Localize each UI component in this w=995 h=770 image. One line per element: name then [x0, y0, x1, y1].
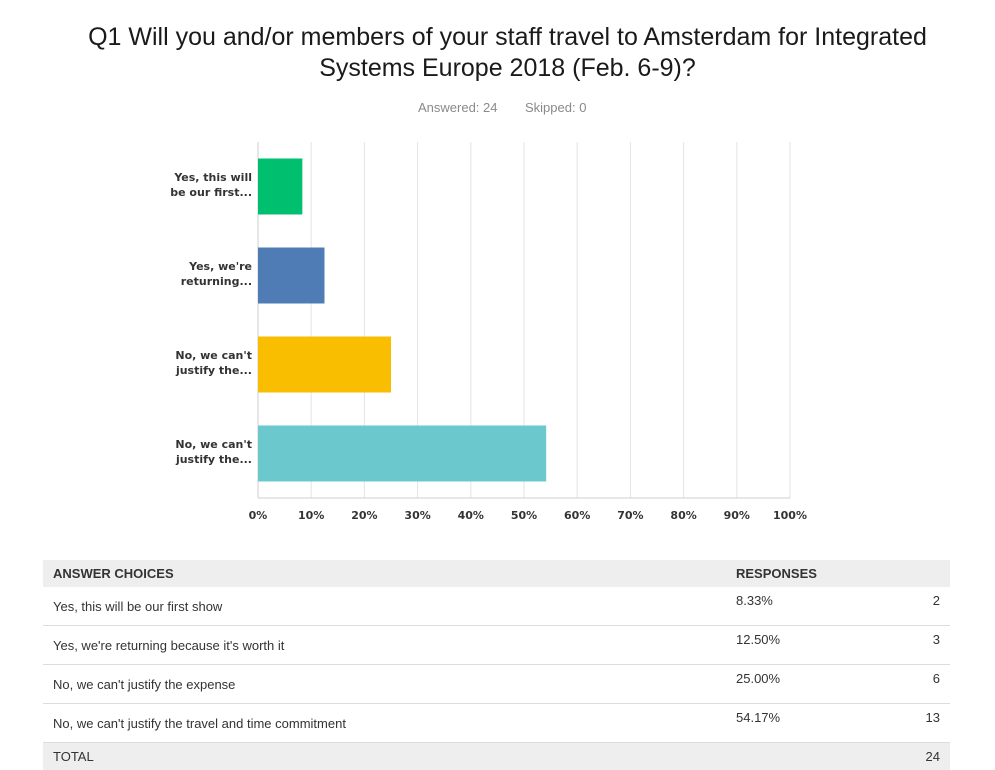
x-tick-label: 50% — [511, 509, 537, 522]
x-tick-label: 100% — [773, 509, 807, 522]
x-tick-label: 0% — [249, 509, 268, 522]
table-row: Yes, this will be our first show 8.33% 2 — [43, 587, 950, 626]
table-row: No, we can't justify the travel and time… — [43, 704, 950, 743]
category-label: No, we can't — [175, 438, 252, 451]
total-spacer — [726, 743, 872, 770]
category-label: Yes, we're — [188, 260, 252, 273]
bar — [258, 159, 302, 215]
x-tick-label: 30% — [404, 509, 430, 522]
answer-choice-cell: No, we can't justify the expense — [43, 665, 726, 704]
x-tick-label: 40% — [458, 509, 484, 522]
total-count: 24 — [872, 743, 950, 770]
bar — [258, 426, 546, 482]
x-tick-label: 60% — [564, 509, 590, 522]
question-title: Q1 Will you and/or members of your staff… — [60, 22, 955, 84]
table-row: Yes, we're returning because it's worth … — [43, 626, 950, 665]
category-label: be our first... — [170, 186, 252, 199]
responses-header: RESPONSES — [726, 560, 950, 587]
x-tick-label: 90% — [724, 509, 750, 522]
response-count-cell: 3 — [872, 626, 950, 665]
bar — [258, 337, 391, 393]
response-percent-cell: 12.50% — [726, 626, 872, 665]
response-percent-cell: 54.17% — [726, 704, 872, 743]
category-label: No, we can't — [175, 349, 252, 362]
category-label: justify the... — [175, 453, 252, 466]
response-count-cell: 2 — [872, 587, 950, 626]
total-row: TOTAL 24 — [43, 743, 950, 770]
response-percent-cell: 8.33% — [726, 587, 872, 626]
category-label: justify the... — [175, 364, 252, 377]
bar-chart: 0% 10% 20% 30% 40% 50% 60% 70% 80% 90% 100% Yes, th… — [0, 130, 995, 530]
answered-count: Answered: 24 — [418, 100, 498, 115]
answer-choice-cell: Yes, this will be our first show — [43, 587, 726, 626]
response-count-cell: 13 — [872, 704, 950, 743]
bar — [258, 248, 325, 304]
table-header-row: ANSWER CHOICES RESPONSES — [43, 560, 950, 587]
results-table: ANSWER CHOICES RESPONSES Yes, this will … — [43, 560, 950, 770]
answer-choice-cell: No, we can't justify the travel and time… — [43, 704, 726, 743]
answer-choice-cell: Yes, we're returning because it's worth … — [43, 626, 726, 665]
table-row: No, we can't justify the expense 25.00% … — [43, 665, 950, 704]
total-label: TOTAL — [43, 743, 726, 770]
x-tick-label: 70% — [617, 509, 643, 522]
x-tick-label: 10% — [298, 509, 324, 522]
x-tick-label: 80% — [670, 509, 696, 522]
skipped-count: Skipped: 0 — [525, 100, 586, 115]
x-tick-label: 20% — [351, 509, 377, 522]
response-percent-cell: 25.00% — [726, 665, 872, 704]
answer-choices-header: ANSWER CHOICES — [43, 560, 726, 587]
response-count-cell: 6 — [872, 665, 950, 704]
category-label: returning... — [181, 275, 252, 288]
category-label: Yes, this will — [173, 171, 252, 184]
